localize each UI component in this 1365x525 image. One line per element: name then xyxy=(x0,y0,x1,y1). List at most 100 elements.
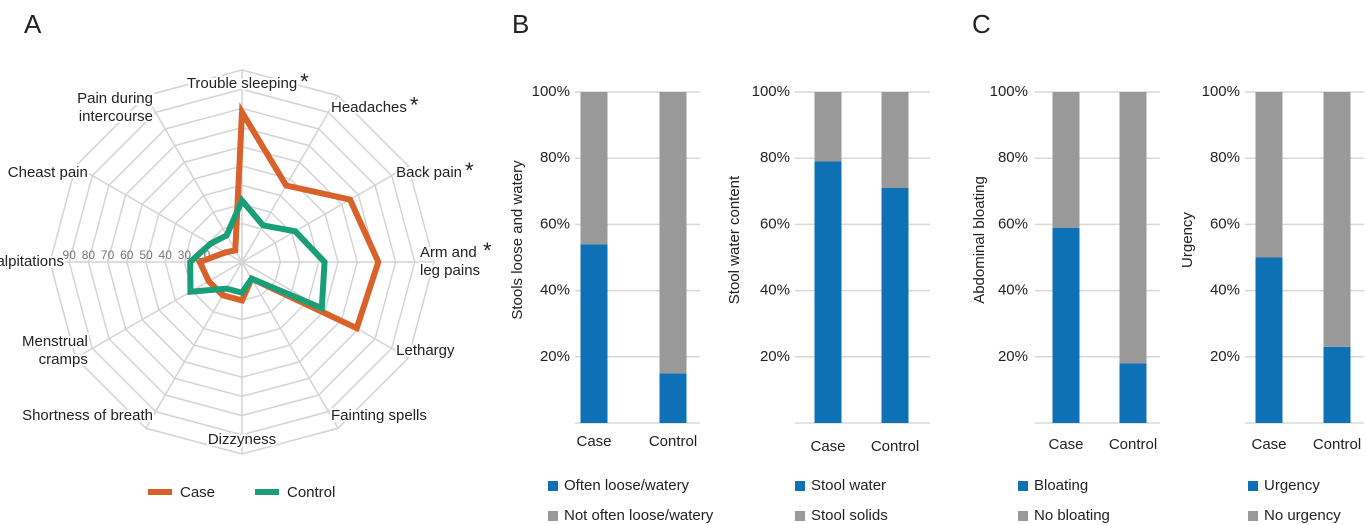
y-axis-title: Stool water content xyxy=(726,175,743,304)
y-tick-label: 40% xyxy=(1210,282,1240,299)
bar-segment xyxy=(1255,92,1283,258)
significance-marker: * xyxy=(465,158,474,183)
y-tick-label: 60% xyxy=(998,215,1028,232)
y-tick-label: 80% xyxy=(760,149,790,166)
category-label: Palpitations xyxy=(0,253,64,270)
panel-label: B xyxy=(512,9,529,39)
bar-segment xyxy=(1323,346,1351,423)
spoke xyxy=(241,165,409,263)
spoke xyxy=(75,165,243,263)
spoke xyxy=(241,261,339,429)
category-label: Pain during intercourse xyxy=(77,90,153,125)
legend-label: Control xyxy=(287,484,335,501)
y-axis-title: Urgency xyxy=(1179,212,1196,268)
x-tick-label: Case xyxy=(576,433,611,450)
spoke xyxy=(241,95,339,263)
radial-tick-label: 80 xyxy=(82,248,96,262)
y-tick-label: 100% xyxy=(752,83,790,100)
y-tick-label: 40% xyxy=(760,282,790,299)
x-tick-label: Control xyxy=(649,433,697,450)
bar-segment xyxy=(580,92,608,245)
category-label: Fainting spells xyxy=(331,407,427,424)
bar-segment xyxy=(814,92,842,162)
legend-swatch xyxy=(548,511,558,521)
panel-label: C xyxy=(972,9,991,39)
legend-swatch xyxy=(795,481,805,491)
radial-tick-label: 90 xyxy=(63,248,77,262)
x-tick-label: Case xyxy=(810,438,845,455)
y-tick-label: 100% xyxy=(532,83,570,100)
y-tick-label: 60% xyxy=(760,215,790,232)
x-tick-label: Control xyxy=(1109,436,1157,453)
legend-label: Stool solids xyxy=(811,507,888,524)
panel-label: A xyxy=(24,9,42,39)
bar-segment xyxy=(1052,227,1080,423)
category-label: Dizzyness xyxy=(208,431,276,448)
legend-label: Case xyxy=(180,484,215,501)
radial-tick-label: 50 xyxy=(139,248,153,262)
y-axis-title: Abdominal bloating xyxy=(971,176,988,304)
x-tick-label: Case xyxy=(1048,436,1083,453)
bar-segment xyxy=(814,161,842,423)
y-tick-label: 40% xyxy=(998,282,1028,299)
y-tick-label: 80% xyxy=(1210,149,1240,166)
radial-tick-label: 70 xyxy=(101,248,115,262)
bar-segment xyxy=(1323,92,1351,347)
category-label: Lethargy xyxy=(396,342,455,359)
y-tick-label: 60% xyxy=(1210,215,1240,232)
bar-segment xyxy=(881,92,909,188)
legend-swatch xyxy=(548,481,558,491)
y-tick-label: 20% xyxy=(1210,348,1240,365)
radial-tick-label: 30 xyxy=(178,248,192,262)
category-label: Menstrual cramps xyxy=(22,333,88,368)
spoke xyxy=(75,261,243,359)
y-axis-title: Stools loose and watery xyxy=(509,160,526,320)
legend-label: Bloating xyxy=(1034,477,1088,494)
category-label: Cheast pain xyxy=(8,164,88,181)
category-label: Arm and leg pains xyxy=(420,244,480,279)
legend-swatch xyxy=(1018,481,1028,491)
y-tick-label: 20% xyxy=(998,348,1028,365)
legend-label: No bloating xyxy=(1034,507,1110,524)
y-tick-label: 20% xyxy=(760,348,790,365)
spoke xyxy=(241,261,409,359)
category-label: Trouble sleeping xyxy=(187,75,297,92)
y-tick-label: 80% xyxy=(998,149,1028,166)
legend-label: Urgency xyxy=(1264,477,1320,494)
x-tick-label: Control xyxy=(1313,436,1361,453)
bar-segment xyxy=(659,373,687,423)
bar-segment xyxy=(881,187,909,423)
bar-segment xyxy=(1119,92,1147,364)
legend-label: Often loose/watery xyxy=(564,477,690,494)
legend-label: Not often loose/watery xyxy=(564,507,714,524)
significance-marker: * xyxy=(300,69,309,94)
y-tick-label: 20% xyxy=(540,348,570,365)
legend-swatch xyxy=(1248,481,1258,491)
significance-marker: * xyxy=(483,238,492,263)
category-label: Shortness of breath xyxy=(22,407,153,424)
x-tick-label: Control xyxy=(871,438,919,455)
bar-segment xyxy=(1255,257,1283,423)
legend-swatch xyxy=(1248,511,1258,521)
bar-segment xyxy=(1052,92,1080,228)
x-tick-label: Case xyxy=(1251,436,1286,453)
category-label: Headaches xyxy=(331,99,407,116)
bar-segment xyxy=(659,92,687,374)
legend-swatch xyxy=(1018,511,1028,521)
legend-label: No urgency xyxy=(1264,507,1341,524)
bar-segment xyxy=(1119,363,1147,423)
legend-label: Stool water xyxy=(811,477,886,494)
category-label: Back pain xyxy=(396,164,462,181)
y-tick-label: 100% xyxy=(1202,83,1240,100)
radar-line xyxy=(195,102,382,333)
radial-tick-label: 40 xyxy=(159,248,173,262)
legend-swatch xyxy=(795,511,805,521)
y-tick-label: 80% xyxy=(540,149,570,166)
y-tick-label: 100% xyxy=(990,83,1028,100)
y-tick-label: 40% xyxy=(540,282,570,299)
bar-segment xyxy=(580,244,608,423)
y-tick-label: 60% xyxy=(540,215,570,232)
radar-line xyxy=(187,194,328,313)
radial-tick-label: 60 xyxy=(120,248,134,262)
